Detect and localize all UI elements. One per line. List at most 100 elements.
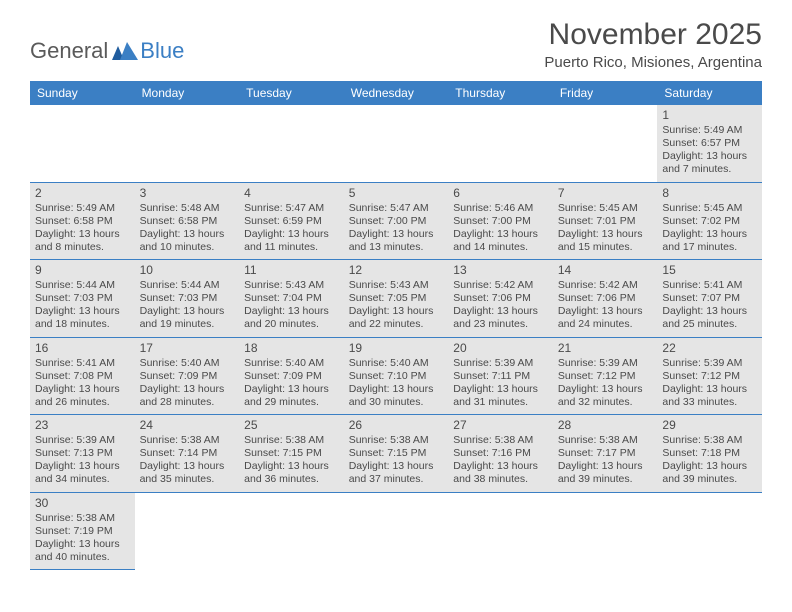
day-number: 27 (453, 418, 548, 433)
dayhead-mon: Monday (135, 81, 240, 105)
sunrise-text: Sunrise: 5:44 AM (35, 279, 130, 292)
daylight-text-2: and 40 minutes. (35, 551, 130, 564)
sunset-text: Sunset: 7:04 PM (244, 292, 339, 305)
sunset-text: Sunset: 7:00 PM (453, 215, 548, 228)
sunset-text: Sunset: 7:03 PM (35, 292, 130, 305)
daylight-text-2: and 29 minutes. (244, 396, 339, 409)
cal-empty (553, 105, 658, 183)
cal-day-25: 25 Sunrise: 5:38 AM Sunset: 7:15 PM Dayl… (239, 415, 344, 493)
cal-day-16: 16 Sunrise: 5:41 AM Sunset: 7:08 PM Dayl… (30, 338, 135, 416)
cal-day-6: 6 Sunrise: 5:46 AM Sunset: 7:00 PM Dayli… (448, 183, 553, 261)
page-title: November 2025 (544, 18, 762, 52)
sunset-text: Sunset: 6:58 PM (35, 215, 130, 228)
cal-day-19: 19 Sunrise: 5:40 AM Sunset: 7:10 PM Dayl… (344, 338, 449, 416)
daylight-text-2: and 37 minutes. (349, 473, 444, 486)
sunset-text: Sunset: 7:05 PM (349, 292, 444, 305)
daylight-text-2: and 23 minutes. (453, 318, 548, 331)
sunset-text: Sunset: 7:03 PM (140, 292, 235, 305)
day-number: 4 (244, 186, 339, 201)
sunrise-text: Sunrise: 5:39 AM (453, 357, 548, 370)
cal-empty (239, 493, 344, 571)
daylight-text-2: and 25 minutes. (662, 318, 757, 331)
daylight-text-2: and 13 minutes. (349, 241, 444, 254)
daylight-text-2: and 18 minutes. (35, 318, 130, 331)
cal-day-30: 30 Sunrise: 5:38 AM Sunset: 7:19 PM Dayl… (30, 493, 135, 571)
day-number: 3 (140, 186, 235, 201)
cal-day-4: 4 Sunrise: 5:47 AM Sunset: 6:59 PM Dayli… (239, 183, 344, 261)
daylight-text-1: Daylight: 13 hours (35, 228, 130, 241)
sunset-text: Sunset: 7:09 PM (140, 370, 235, 383)
cal-empty (553, 493, 658, 571)
day-number: 17 (140, 341, 235, 356)
sunrise-text: Sunrise: 5:45 AM (662, 202, 757, 215)
daylight-text-2: and 35 minutes. (140, 473, 235, 486)
cal-empty (135, 493, 240, 571)
daylight-text-2: and 15 minutes. (558, 241, 653, 254)
sunset-text: Sunset: 7:08 PM (35, 370, 130, 383)
daylight-text-1: Daylight: 13 hours (453, 383, 548, 396)
cal-day-11: 11 Sunrise: 5:43 AM Sunset: 7:04 PM Dayl… (239, 260, 344, 338)
sunset-text: Sunset: 7:11 PM (453, 370, 548, 383)
cal-day-22: 22 Sunrise: 5:39 AM Sunset: 7:12 PM Dayl… (657, 338, 762, 416)
sunrise-text: Sunrise: 5:41 AM (35, 357, 130, 370)
day-number: 16 (35, 341, 130, 356)
sunrise-text: Sunrise: 5:44 AM (140, 279, 235, 292)
daylight-text-1: Daylight: 13 hours (662, 460, 757, 473)
sunrise-text: Sunrise: 5:38 AM (244, 434, 339, 447)
daylight-text-1: Daylight: 13 hours (244, 383, 339, 396)
sunrise-text: Sunrise: 5:41 AM (662, 279, 757, 292)
daylight-text-2: and 10 minutes. (140, 241, 235, 254)
sunset-text: Sunset: 7:13 PM (35, 447, 130, 460)
daylight-text-1: Daylight: 13 hours (453, 305, 548, 318)
sunrise-text: Sunrise: 5:39 AM (35, 434, 130, 447)
sunset-text: Sunset: 7:12 PM (662, 370, 757, 383)
sunset-text: Sunset: 7:06 PM (558, 292, 653, 305)
daylight-text-2: and 26 minutes. (35, 396, 130, 409)
cal-empty (448, 493, 553, 571)
day-number: 22 (662, 341, 757, 356)
daylight-text-2: and 38 minutes. (453, 473, 548, 486)
cal-day-9: 9 Sunrise: 5:44 AM Sunset: 7:03 PM Dayli… (30, 260, 135, 338)
daylight-text-2: and 17 minutes. (662, 241, 757, 254)
sunset-text: Sunset: 6:59 PM (244, 215, 339, 228)
cal-day-14: 14 Sunrise: 5:42 AM Sunset: 7:06 PM Dayl… (553, 260, 658, 338)
day-number: 30 (35, 496, 130, 511)
cal-day-2: 2 Sunrise: 5:49 AM Sunset: 6:58 PM Dayli… (30, 183, 135, 261)
daylight-text-1: Daylight: 13 hours (453, 228, 548, 241)
daylight-text-1: Daylight: 13 hours (35, 538, 130, 551)
daylight-text-1: Daylight: 13 hours (349, 460, 444, 473)
sunset-text: Sunset: 7:15 PM (349, 447, 444, 460)
dayhead-wed: Wednesday (344, 81, 449, 105)
day-number: 9 (35, 263, 130, 278)
logo-text-general: General (30, 38, 108, 64)
daylight-text-1: Daylight: 13 hours (35, 305, 130, 318)
sunrise-text: Sunrise: 5:47 AM (244, 202, 339, 215)
sunrise-text: Sunrise: 5:48 AM (140, 202, 235, 215)
daylight-text-2: and 39 minutes. (558, 473, 653, 486)
daylight-text-1: Daylight: 13 hours (558, 460, 653, 473)
cal-day-3: 3 Sunrise: 5:48 AM Sunset: 6:58 PM Dayli… (135, 183, 240, 261)
daylight-text-2: and 22 minutes. (349, 318, 444, 331)
dayhead-fri: Friday (553, 81, 658, 105)
day-number: 20 (453, 341, 548, 356)
cal-day-23: 23 Sunrise: 5:39 AM Sunset: 7:13 PM Dayl… (30, 415, 135, 493)
day-number: 29 (662, 418, 757, 433)
daylight-text-1: Daylight: 13 hours (662, 228, 757, 241)
sunrise-text: Sunrise: 5:39 AM (558, 357, 653, 370)
cal-empty (135, 105, 240, 183)
daylight-text-1: Daylight: 13 hours (140, 460, 235, 473)
page-header: General Blue November 2025 Puerto Rico, … (0, 0, 792, 81)
cal-day-26: 26 Sunrise: 5:38 AM Sunset: 7:15 PM Dayl… (344, 415, 449, 493)
sunrise-text: Sunrise: 5:40 AM (244, 357, 339, 370)
page-subtitle: Puerto Rico, Misiones, Argentina (544, 54, 762, 71)
day-number: 25 (244, 418, 339, 433)
sunrise-text: Sunrise: 5:40 AM (349, 357, 444, 370)
day-number: 6 (453, 186, 548, 201)
cal-empty (344, 105, 449, 183)
sunset-text: Sunset: 7:15 PM (244, 447, 339, 460)
sunset-text: Sunset: 7:14 PM (140, 447, 235, 460)
sunrise-text: Sunrise: 5:46 AM (453, 202, 548, 215)
daylight-text-1: Daylight: 13 hours (662, 150, 757, 163)
daylight-text-2: and 14 minutes. (453, 241, 548, 254)
daylight-text-1: Daylight: 13 hours (244, 460, 339, 473)
